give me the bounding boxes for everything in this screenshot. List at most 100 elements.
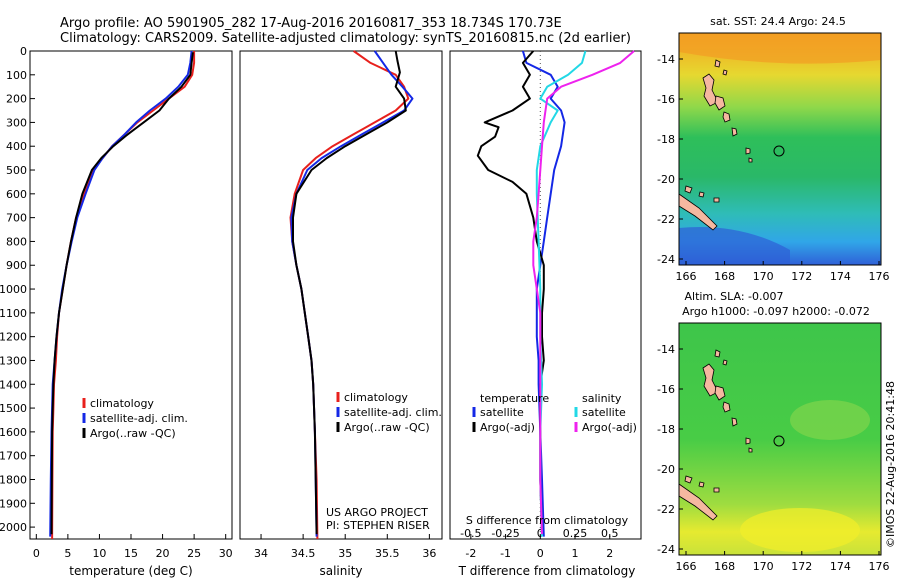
map-lon-label: 166 bbox=[676, 270, 697, 283]
legend-temperature-title: temperature bbox=[480, 392, 549, 405]
sst-map-panel: sat. SST: 24.4 Argo: 24.5 -14 -16 -18 -20 -2… bbox=[657, 15, 889, 283]
s-difference-label: S difference from climatology bbox=[466, 514, 629, 527]
argo-float-marker bbox=[773, 435, 785, 447]
s-tick-label: 0.25 bbox=[563, 527, 588, 540]
temperature-axes-frame bbox=[29, 50, 233, 540]
x-tick-label: 20 bbox=[156, 547, 170, 560]
warm-water-band bbox=[679, 33, 881, 64]
series-line bbox=[50, 52, 194, 535]
salinity-axes-frame bbox=[239, 50, 443, 540]
depth-tick-label: 2000 bbox=[0, 521, 27, 534]
depth-tick-label: 0 bbox=[20, 45, 27, 58]
t-tick-label: 2 bbox=[606, 547, 613, 560]
difference-axes-frame bbox=[449, 50, 642, 540]
pi-annotation: PI: STEPHEN RISER bbox=[326, 519, 430, 532]
island bbox=[722, 111, 731, 123]
map-lon-label: 174 bbox=[830, 270, 851, 283]
depth-tick-label: 1400 bbox=[0, 378, 27, 391]
legend-t-satellite-label: satellite bbox=[480, 406, 524, 419]
credit-stamp: ©IMOS 22-Aug-2016 20:41:48 bbox=[884, 381, 897, 548]
legend-argo-label: Argo(..raw -QC) bbox=[90, 427, 176, 440]
map-lat-label: -20 bbox=[657, 173, 675, 186]
t-tick-label: -2 bbox=[465, 547, 476, 560]
depth-tick-label: 100 bbox=[6, 69, 27, 82]
t-tick-label: 0 bbox=[537, 547, 544, 560]
depth-tick-label: 300 bbox=[6, 116, 27, 129]
depth-tick-label: 1100 bbox=[0, 307, 27, 320]
x-tick-label: 0 bbox=[33, 547, 40, 560]
sla-map-subtitle: Argo h1000: -0.097 h2000: -0.072 bbox=[682, 305, 870, 318]
map-lat-label: -18 bbox=[657, 423, 675, 436]
island-group bbox=[678, 349, 753, 521]
x-tick-label: 35 bbox=[338, 547, 352, 560]
depth-tick-label: 1200 bbox=[0, 331, 27, 344]
map-lon-label: 166 bbox=[676, 560, 697, 573]
sla-yellow-patch bbox=[740, 508, 860, 552]
map-lon-label: 172 bbox=[791, 270, 812, 283]
depth-tick-label: 1700 bbox=[0, 450, 27, 463]
legend-climatology-label: climatology bbox=[344, 391, 408, 404]
island bbox=[745, 437, 753, 453]
map-lat-label: -14 bbox=[657, 53, 675, 66]
depth-tick-label: 1800 bbox=[0, 473, 27, 486]
island bbox=[722, 401, 731, 413]
salinity-lines bbox=[289, 50, 414, 540]
temperature-x-axis: 0 5 10 15 20 25 30 bbox=[33, 534, 233, 560]
island bbox=[714, 385, 726, 401]
depth-tick-label: 800 bbox=[6, 235, 27, 248]
x-tick-label: 5 bbox=[64, 547, 71, 560]
t-tick-label: -1 bbox=[500, 547, 511, 560]
island bbox=[714, 349, 728, 366]
island bbox=[714, 95, 726, 111]
s-tick-label: 0.5 bbox=[601, 527, 619, 540]
map-lat-label: -16 bbox=[657, 383, 675, 396]
depth-tick-label: 500 bbox=[6, 164, 27, 177]
map-lon-label: 174 bbox=[830, 560, 851, 573]
x-tick-label: 35.5 bbox=[375, 547, 400, 560]
map-lon-label: 170 bbox=[753, 560, 774, 573]
island bbox=[745, 147, 753, 163]
sla-high-patch bbox=[790, 400, 870, 440]
map-lon-label: 170 bbox=[753, 270, 774, 283]
map-lat-label: -18 bbox=[657, 133, 675, 146]
series-line bbox=[292, 50, 407, 535]
difference-x-axis: -2 -1 0 1 2 -0.5 -0.25 0 0.25 0.5 bbox=[460, 527, 618, 560]
map-lon-label: 168 bbox=[714, 560, 735, 573]
depth-tick-label: 700 bbox=[6, 212, 27, 225]
map-lat-label: -14 bbox=[657, 343, 675, 356]
difference-panel: -2 -1 0 1 2 -0.5 -0.25 0 0.25 0.5 S difference fr… bbox=[449, 50, 642, 578]
legend-salinity-title: salinity bbox=[582, 392, 622, 405]
depth-tick-label: 1500 bbox=[0, 402, 27, 415]
legend-satellite-label: satellite-adj. clim. bbox=[90, 412, 188, 425]
sst-map-title: sat. SST: 24.4 Argo: 24.5 bbox=[710, 15, 846, 28]
temperature-panel: 0100200300400500600700800900100011001200… bbox=[0, 45, 233, 578]
temperature-lines bbox=[49, 50, 196, 540]
temperature-x-label: temperature (deg C) bbox=[69, 564, 192, 578]
x-tick-label: 10 bbox=[92, 547, 106, 560]
map-lat-label: -22 bbox=[657, 503, 675, 516]
depth-axis: 0 100 200 300 400 500 600 700 800 900 1000 1100 1200… bbox=[0, 45, 35, 534]
figure-subtitle: Climatology: CARS2009. Satellite-adjuste… bbox=[60, 31, 631, 46]
x-tick-label: 36 bbox=[422, 547, 436, 560]
map-lon-label: 176 bbox=[869, 560, 890, 573]
legend-s-satellite-label: satellite bbox=[582, 406, 626, 419]
series-line bbox=[476, 50, 545, 535]
map-lat-label: -24 bbox=[657, 253, 675, 266]
argo-float-marker bbox=[773, 145, 785, 157]
difference-legend: temperature satellite Argo(-adj) salinit… bbox=[472, 392, 637, 434]
t-difference-label: T difference from climatology bbox=[458, 564, 636, 578]
depth-tick-label: 900 bbox=[6, 259, 27, 272]
temperature-legend: climatology satellite-adj. clim. Argo(..… bbox=[82, 397, 188, 440]
legend-satellite-label: satellite-adj. clim. bbox=[344, 406, 442, 419]
t-tick-label: 1 bbox=[572, 547, 579, 560]
legend-s-argo-label: Argo(-adj) bbox=[582, 421, 637, 434]
sla-map-panel: Altim. SLA: -0.007 Argo h1000: -0.097 h2… bbox=[657, 290, 889, 573]
figure-title: Argo profile: AO 5901905_282 17-Aug-2016… bbox=[60, 16, 562, 31]
map-lon-label: 172 bbox=[791, 560, 812, 573]
legend-t-argo-label: Argo(-adj) bbox=[480, 421, 535, 434]
island bbox=[684, 475, 720, 493]
sst-map-frame bbox=[678, 32, 882, 266]
